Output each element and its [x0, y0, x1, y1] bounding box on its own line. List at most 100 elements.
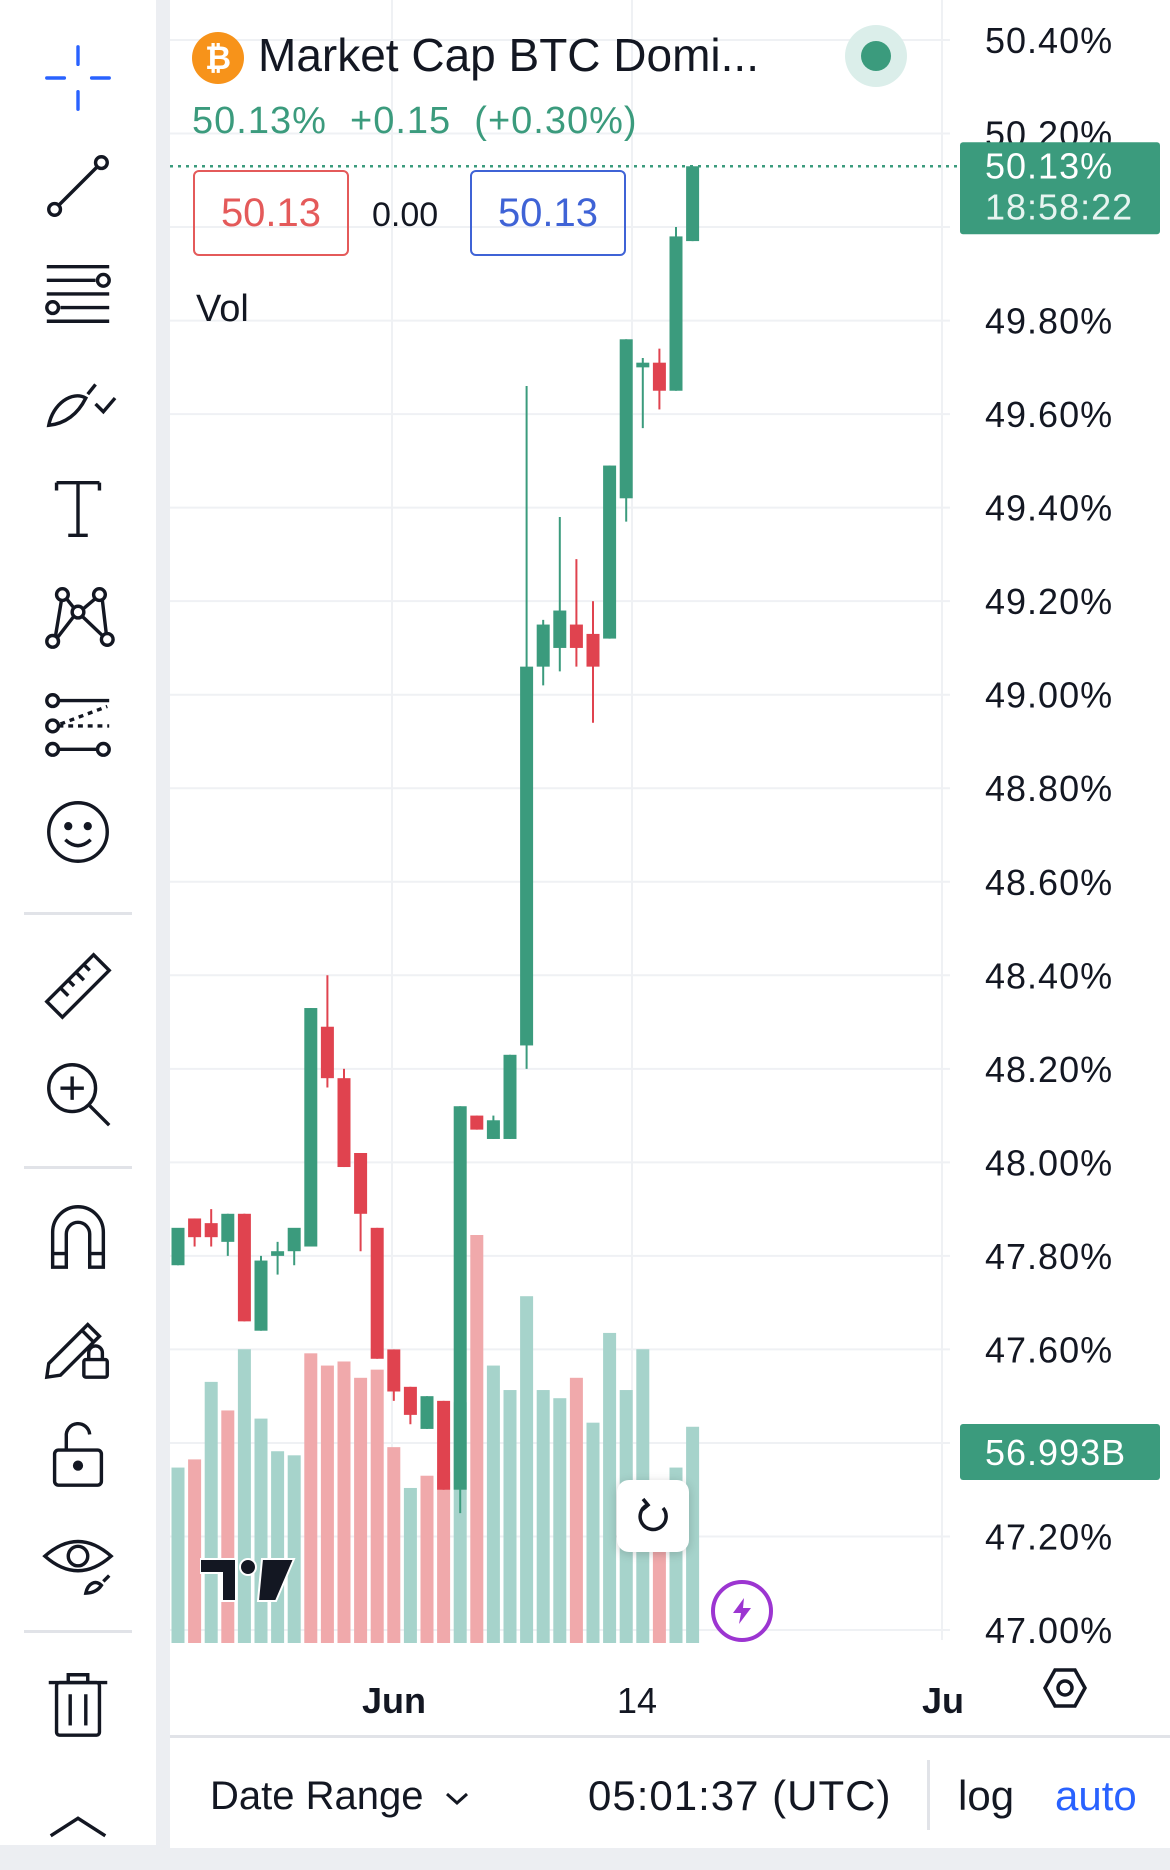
refresh-icon [638, 1497, 668, 1532]
text-icon[interactable] [28, 468, 128, 548]
bar-countdown: 18:58:22 [985, 186, 1133, 227]
candle-body [652, 362, 666, 391]
magnet-icon[interactable] [28, 1196, 128, 1276]
footer-divider [927, 1760, 930, 1830]
candle-body [453, 1106, 467, 1490]
buy-button[interactable]: 50.13 [470, 170, 626, 256]
price-axis-label: 48.80% [985, 768, 1113, 809]
volume-legend[interactable]: Vol [196, 288, 249, 330]
price-axis-label: 48.20% [985, 1049, 1113, 1090]
unlock-icon[interactable] [28, 1412, 128, 1492]
price-axis-label: 49.80% [985, 301, 1113, 342]
candle-body [420, 1396, 434, 1429]
price-change: +0.15 [350, 100, 452, 142]
volume-bar [370, 1369, 384, 1643]
bottom-bar: Date Range 05:01:37 (UTC) log auto [170, 1735, 1170, 1848]
volume-bar [271, 1451, 285, 1643]
last-price-badge-value: 50.13% [985, 145, 1113, 186]
volume-badge-value: 56.993B [985, 1432, 1126, 1473]
drawing-toolbar [0, 0, 156, 1845]
spread-value: 0.00 [372, 196, 439, 234]
eye-icon[interactable] [28, 1520, 128, 1600]
volume-bar [188, 1459, 202, 1643]
candle-body [553, 610, 567, 648]
log-scale-toggle[interactable]: log [958, 1772, 1015, 1819]
time-axis-label: Ju [922, 1680, 964, 1721]
lightning-icon[interactable] [711, 1580, 773, 1642]
sell-button[interactable]: 50.13 [193, 170, 349, 256]
volume-badge [960, 1424, 1160, 1480]
chart-panel: 50.40% 50.20% 49.80% 49.60% 49.40% 49.20% 49.0… [170, 0, 1170, 1848]
utc-clock[interactable]: 05:01:37 (UTC) [588, 1772, 892, 1819]
time-axis-label: Jun [362, 1680, 426, 1721]
prediction-icon[interactable] [28, 684, 128, 764]
volume-bar [287, 1455, 301, 1643]
market-status-icon[interactable] [845, 25, 907, 87]
candle-body [619, 339, 633, 499]
candle-body [403, 1386, 417, 1415]
price-axis-label: 49.20% [985, 581, 1113, 622]
time-axis-label: 14 [617, 1680, 657, 1721]
last-price-badge [960, 142, 1160, 235]
price-axis-label: 48.60% [985, 862, 1113, 903]
emoji-icon[interactable] [28, 792, 128, 872]
candle-body [569, 624, 583, 648]
volume-bar [536, 1390, 550, 1643]
volume-bar [686, 1426, 700, 1643]
volume-bar [387, 1447, 401, 1643]
crosshair-icon[interactable] [28, 38, 128, 118]
zoom-in-icon[interactable] [28, 1054, 128, 1134]
candle-body [204, 1223, 218, 1238]
candle-body [287, 1227, 301, 1252]
candle-body [370, 1227, 384, 1359]
candle-body [237, 1213, 251, 1322]
reset-chart-button[interactable] [617, 1480, 689, 1552]
candle-body [470, 1115, 484, 1130]
price-axis-label: 48.00% [985, 1142, 1113, 1183]
candle-body [636, 362, 650, 368]
date-range-dropdown[interactable]: Date Range [210, 1774, 471, 1819]
price-axis-label: 47.20% [985, 1516, 1113, 1557]
volume-bar [204, 1381, 218, 1643]
auto-scale-toggle[interactable]: auto [1055, 1772, 1137, 1819]
volume-bar [603, 1332, 617, 1643]
trash-icon[interactable] [28, 1664, 128, 1744]
price-chart[interactable]: 50.40%50.20%49.80%49.60%49.40%49.20%49.0… [170, 0, 1170, 1735]
tradingview-logo-icon[interactable] [199, 1555, 296, 1610]
price-axis-label: 49.40% [985, 488, 1113, 529]
price-axis-label: 50.40% [985, 20, 1113, 61]
candle-body [603, 465, 617, 639]
pattern-icon[interactable] [28, 576, 128, 656]
candle-body [387, 1349, 401, 1392]
ruler-icon[interactable] [28, 946, 128, 1026]
trend-line-icon[interactable] [28, 146, 128, 226]
price-axis-label: 47.80% [985, 1236, 1113, 1277]
toolbar-divider [24, 1166, 132, 1169]
price-axis-label: 49.00% [985, 675, 1113, 716]
candle-body [320, 1026, 334, 1079]
candle-body [271, 1251, 285, 1256]
symbol-title[interactable]: Market Cap BTC Domi... [258, 29, 759, 81]
volume-bar [403, 1487, 417, 1643]
price-axis-label: 47.60% [985, 1329, 1113, 1370]
volume-bar [304, 1353, 318, 1643]
volume-bar [520, 1296, 534, 1643]
price-axis-label: 47.00% [985, 1610, 1113, 1651]
brush-icon[interactable] [28, 360, 128, 440]
candle-body [304, 1008, 318, 1247]
price-change-row: 50.13% +0.15 (+0.30%) [192, 100, 638, 143]
candle-body [437, 1400, 451, 1490]
candle-body [171, 1227, 185, 1266]
price-axis-label: 48.40% [985, 955, 1113, 996]
volume-bar [586, 1422, 600, 1643]
candle-body [536, 624, 550, 667]
chevron-up-icon[interactable] [28, 1790, 128, 1870]
volume-bar [337, 1361, 351, 1643]
fib-retracement-icon[interactable] [28, 252, 128, 332]
candle-body [221, 1213, 235, 1242]
candle-body [520, 666, 534, 1046]
lock-drawing-icon[interactable] [28, 1304, 128, 1384]
chart-settings-icon[interactable] [1042, 1665, 1088, 1716]
toolbar-divider [24, 1630, 132, 1633]
volume-bar [470, 1235, 484, 1643]
